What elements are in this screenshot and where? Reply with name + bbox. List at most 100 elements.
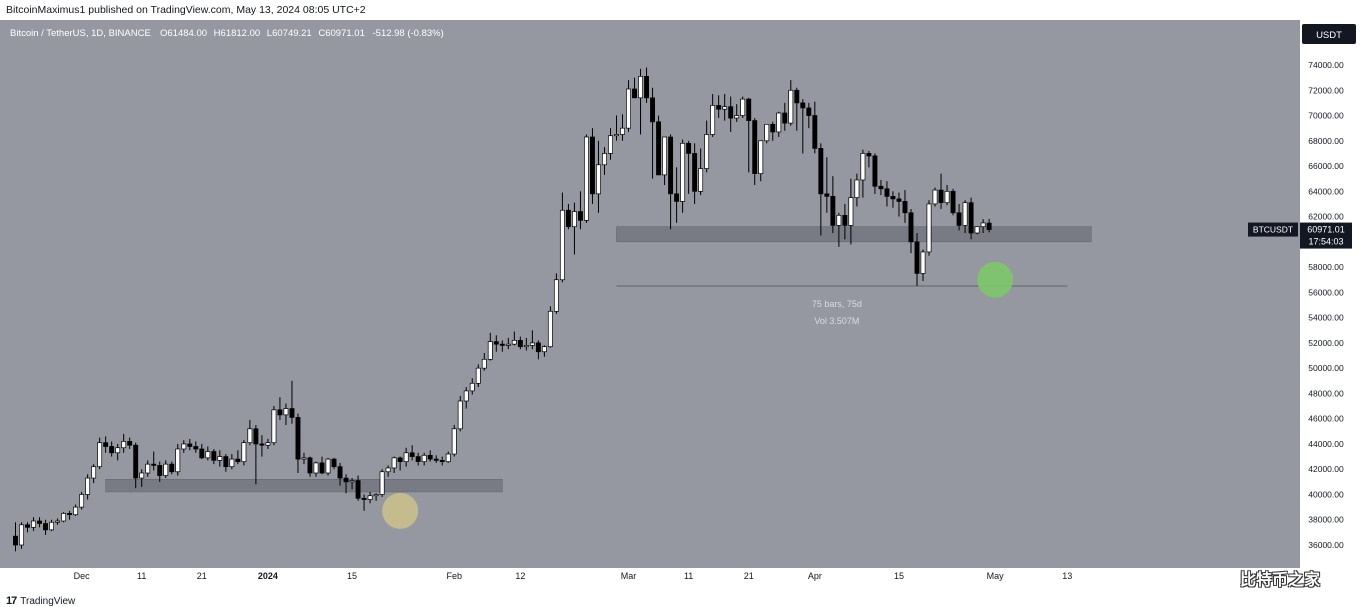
candle [758, 140, 764, 182]
highlights-layer [382, 261, 1014, 529]
candle [445, 451, 451, 463]
published-info: BitcoinMaximus1 published on TradingView… [6, 4, 366, 16]
candle [614, 115, 619, 141]
price-tick-label: 72000.00 [1308, 85, 1344, 95]
tradingview-logo-icon: 17 [6, 595, 17, 607]
candle-body-bull [55, 520, 61, 523]
candle [638, 68, 643, 135]
currency-button[interactable]: USDT [1302, 24, 1356, 44]
candle-body-bear [752, 120, 758, 174]
legend-change: -512.98 (-0.83%) [373, 28, 444, 39]
candle [902, 190, 908, 223]
candle [896, 192, 902, 217]
candle-body-bull [680, 142, 686, 202]
candle-body-bull [638, 76, 643, 99]
candle [133, 442, 139, 489]
candle-body-bull [205, 451, 211, 459]
candle [632, 77, 637, 99]
candle-body-bear [914, 241, 920, 274]
candle [325, 457, 331, 476]
candle-body-bear [842, 214, 848, 226]
candle-body-bull [61, 513, 67, 522]
candle [253, 425, 259, 485]
candle [433, 455, 439, 463]
candle [794, 87, 800, 131]
price-tag-price: 60971.01 [1307, 225, 1345, 235]
currency-button-label: USDT [1316, 30, 1342, 41]
time-tick-label: 21 [197, 571, 207, 581]
candle-body-bull [614, 134, 619, 137]
tradingview-logo[interactable]: 17 TradingView [6, 595, 75, 607]
candle [67, 510, 73, 520]
candle-body-bull [451, 428, 457, 455]
footer-bar [0, 590, 1362, 604]
candle-body-bear [878, 185, 884, 190]
candle-body-bull [848, 197, 854, 226]
candle [499, 340, 505, 352]
candle [121, 433, 127, 453]
candle [49, 519, 55, 532]
candle [583, 134, 589, 223]
candle [962, 200, 968, 233]
candle [493, 335, 499, 352]
candle [223, 454, 229, 472]
candle [656, 115, 662, 176]
candle [692, 143, 698, 204]
candle [571, 202, 577, 255]
candle-body-bull [301, 457, 307, 460]
candle [728, 96, 734, 132]
candle-body-bull [457, 400, 463, 430]
price-chart[interactable]: 36000.00 38000.00 40000.00 42000.00 44000.00… [0, 20, 1362, 590]
candle [319, 456, 325, 475]
candle [241, 440, 247, 466]
candle-body-bull [349, 480, 355, 483]
price-tick-label: 70000.00 [1308, 111, 1344, 121]
candle [265, 438, 271, 449]
candle-body-bull [511, 340, 517, 345]
candle [211, 449, 217, 465]
candle [157, 461, 163, 482]
candle [31, 517, 36, 532]
candle-body-bear [770, 124, 776, 133]
candle [187, 438, 193, 451]
candle [529, 330, 535, 350]
candle [764, 124, 770, 144]
candle-body-bear [674, 193, 680, 202]
candle [469, 378, 475, 395]
candle-body-bull [469, 382, 475, 392]
candle [980, 219, 986, 233]
candle-body-bear [800, 102, 806, 109]
candle [451, 425, 457, 457]
time-tick-label: 11 [137, 571, 146, 581]
time-axis: Dec 11 21 2024 15 Feb 12 Mar 11 21 Apr 15 May 13 [74, 571, 1073, 581]
legend-close-label: C [318, 28, 325, 39]
legend-high: 61812.00 [221, 28, 261, 39]
candle [986, 218, 992, 233]
price-tick-label: 38000.00 [1308, 515, 1344, 525]
candle-body-bear [439, 460, 445, 462]
candle [680, 139, 686, 213]
candle [686, 140, 692, 194]
candle [662, 136, 668, 185]
candle [716, 95, 722, 119]
candle [824, 157, 830, 213]
candle-body-bear [127, 441, 133, 446]
candle [235, 450, 241, 465]
candle-body-bear [890, 196, 896, 200]
price-tag-countdown: 17:54:03 [1308, 237, 1343, 247]
time-tick-label: 15 [894, 571, 904, 581]
candle-body-bull [97, 442, 103, 468]
zone-mar-may [616, 226, 1092, 243]
candle [812, 101, 818, 154]
candle-body-bull [559, 209, 565, 281]
candle-body-bull [596, 164, 601, 195]
candle [956, 203, 962, 231]
price-tick-label: 54000.00 [1308, 313, 1344, 323]
candle [415, 452, 421, 466]
candle-body-bear [187, 443, 193, 447]
candle-body-bull [229, 458, 235, 468]
candle [151, 451, 157, 471]
candle-body-bull [758, 140, 764, 174]
candle-body-bull [836, 214, 842, 226]
price-tick-label: 42000.00 [1308, 464, 1344, 474]
